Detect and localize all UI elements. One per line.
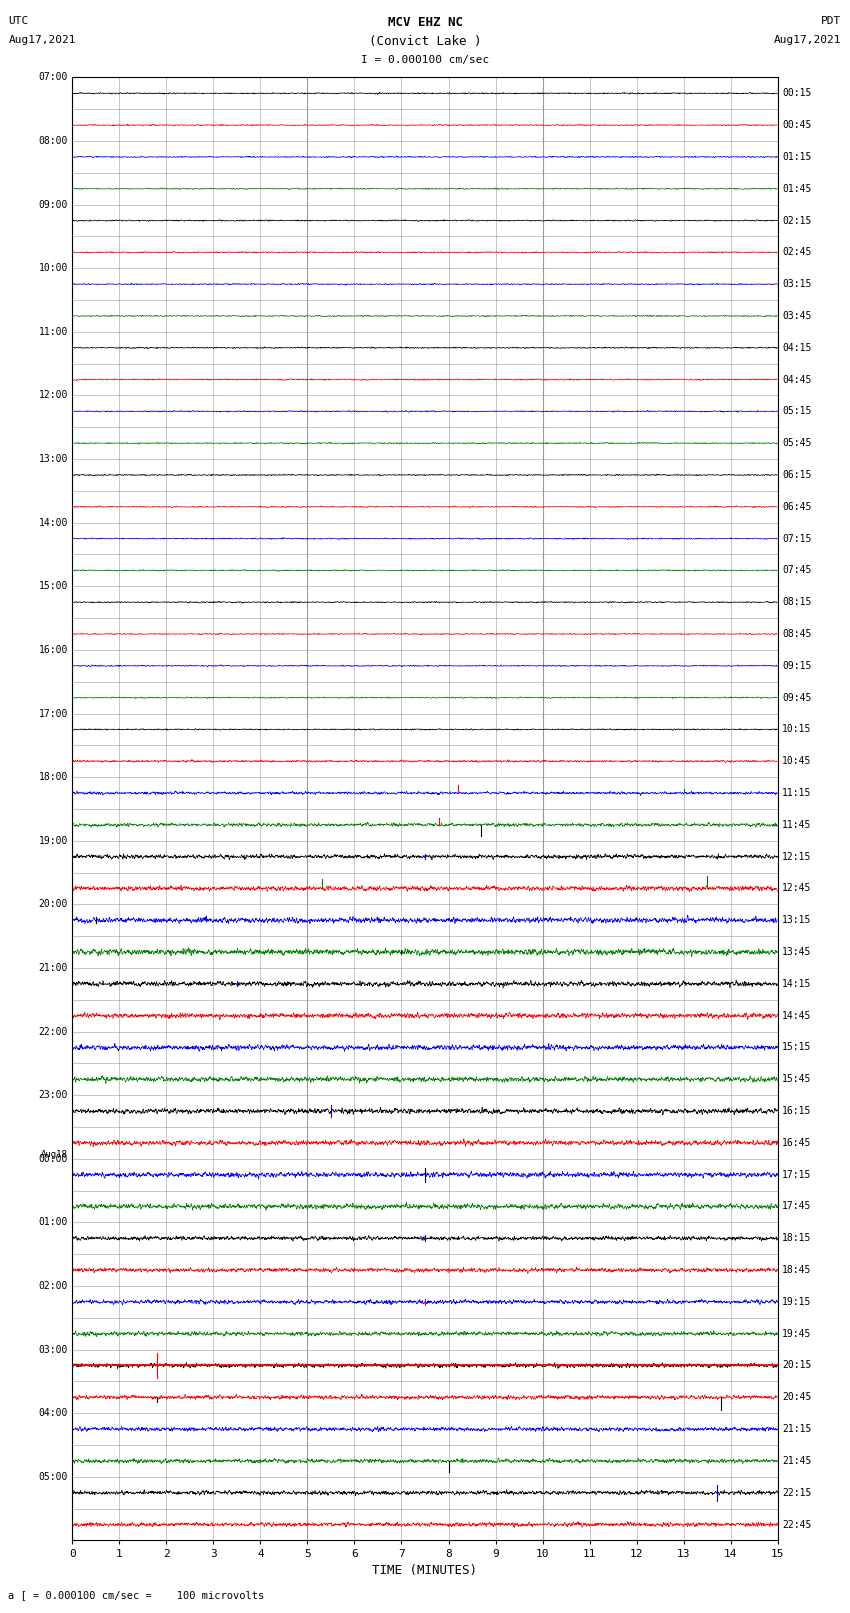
Text: 07:00: 07:00 — [38, 73, 68, 82]
Text: 16:00: 16:00 — [38, 645, 68, 655]
Text: 15:00: 15:00 — [38, 581, 68, 592]
Text: 06:15: 06:15 — [782, 469, 812, 481]
Text: 16:15: 16:15 — [782, 1107, 812, 1116]
Text: 23:00: 23:00 — [38, 1090, 68, 1100]
Text: 14:15: 14:15 — [782, 979, 812, 989]
Text: 21:45: 21:45 — [782, 1457, 812, 1466]
Text: 18:45: 18:45 — [782, 1265, 812, 1276]
Text: 17:15: 17:15 — [782, 1169, 812, 1179]
Text: 01:00: 01:00 — [38, 1218, 68, 1227]
Text: 01:15: 01:15 — [782, 152, 812, 161]
Text: 08:15: 08:15 — [782, 597, 812, 606]
Text: 20:45: 20:45 — [782, 1392, 812, 1402]
Text: 11:45: 11:45 — [782, 819, 812, 829]
Text: 13:15: 13:15 — [782, 915, 812, 926]
Text: 13:00: 13:00 — [38, 455, 68, 465]
Text: 07:45: 07:45 — [782, 566, 812, 576]
X-axis label: TIME (MINUTES): TIME (MINUTES) — [372, 1563, 478, 1576]
Text: 19:45: 19:45 — [782, 1329, 812, 1339]
Text: 16:45: 16:45 — [782, 1137, 812, 1148]
Text: 09:15: 09:15 — [782, 661, 812, 671]
Text: 03:45: 03:45 — [782, 311, 812, 321]
Text: 11:15: 11:15 — [782, 789, 812, 798]
Text: 09:00: 09:00 — [38, 200, 68, 210]
Text: 04:15: 04:15 — [782, 342, 812, 353]
Text: 10:00: 10:00 — [38, 263, 68, 273]
Text: 14:00: 14:00 — [38, 518, 68, 527]
Text: 10:15: 10:15 — [782, 724, 812, 734]
Text: 05:45: 05:45 — [782, 439, 812, 448]
Text: 21:15: 21:15 — [782, 1424, 812, 1434]
Text: UTC: UTC — [8, 16, 29, 26]
Text: 11:00: 11:00 — [38, 327, 68, 337]
Text: 18:00: 18:00 — [38, 773, 68, 782]
Text: 19:00: 19:00 — [38, 836, 68, 845]
Text: 09:45: 09:45 — [782, 692, 812, 703]
Text: 12:45: 12:45 — [782, 884, 812, 894]
Text: 02:15: 02:15 — [782, 216, 812, 226]
Text: 17:00: 17:00 — [38, 708, 68, 718]
Text: 19:15: 19:15 — [782, 1297, 812, 1307]
Text: 17:45: 17:45 — [782, 1202, 812, 1211]
Text: 22:45: 22:45 — [782, 1519, 812, 1529]
Text: 03:00: 03:00 — [38, 1345, 68, 1355]
Text: 01:45: 01:45 — [782, 184, 812, 194]
Text: 07:15: 07:15 — [782, 534, 812, 544]
Text: 04:00: 04:00 — [38, 1408, 68, 1418]
Text: 08:00: 08:00 — [38, 135, 68, 147]
Text: 04:45: 04:45 — [782, 374, 812, 384]
Text: 13:45: 13:45 — [782, 947, 812, 957]
Text: 02:45: 02:45 — [782, 247, 812, 258]
Text: 05:00: 05:00 — [38, 1471, 68, 1482]
Text: 08:45: 08:45 — [782, 629, 812, 639]
Text: 00:00: 00:00 — [38, 1153, 68, 1163]
Text: Aug17,2021: Aug17,2021 — [8, 35, 76, 45]
Text: 12:15: 12:15 — [782, 852, 812, 861]
Text: 00:45: 00:45 — [782, 119, 812, 131]
Text: Aug17,2021: Aug17,2021 — [774, 35, 842, 45]
Text: 12:00: 12:00 — [38, 390, 68, 400]
Text: 20:00: 20:00 — [38, 900, 68, 910]
Text: 22:00: 22:00 — [38, 1026, 68, 1037]
Text: a [ = 0.000100 cm/sec =    100 microvolts: a [ = 0.000100 cm/sec = 100 microvolts — [8, 1590, 264, 1600]
Text: 15:15: 15:15 — [782, 1042, 812, 1052]
Text: 22:15: 22:15 — [782, 1487, 812, 1498]
Text: MCV EHZ NC: MCV EHZ NC — [388, 16, 462, 29]
Text: Aug18: Aug18 — [41, 1150, 68, 1158]
Text: 21:00: 21:00 — [38, 963, 68, 973]
Text: 00:15: 00:15 — [782, 89, 812, 98]
Text: 05:15: 05:15 — [782, 406, 812, 416]
Text: 18:15: 18:15 — [782, 1234, 812, 1244]
Text: 20:15: 20:15 — [782, 1360, 812, 1371]
Text: 03:15: 03:15 — [782, 279, 812, 289]
Text: (Convict Lake ): (Convict Lake ) — [369, 35, 481, 48]
Text: 02:00: 02:00 — [38, 1281, 68, 1290]
Text: 14:45: 14:45 — [782, 1011, 812, 1021]
Text: 10:45: 10:45 — [782, 756, 812, 766]
Text: I = 0.000100 cm/sec: I = 0.000100 cm/sec — [361, 55, 489, 65]
Text: 06:45: 06:45 — [782, 502, 812, 511]
Text: PDT: PDT — [821, 16, 842, 26]
Text: 15:45: 15:45 — [782, 1074, 812, 1084]
